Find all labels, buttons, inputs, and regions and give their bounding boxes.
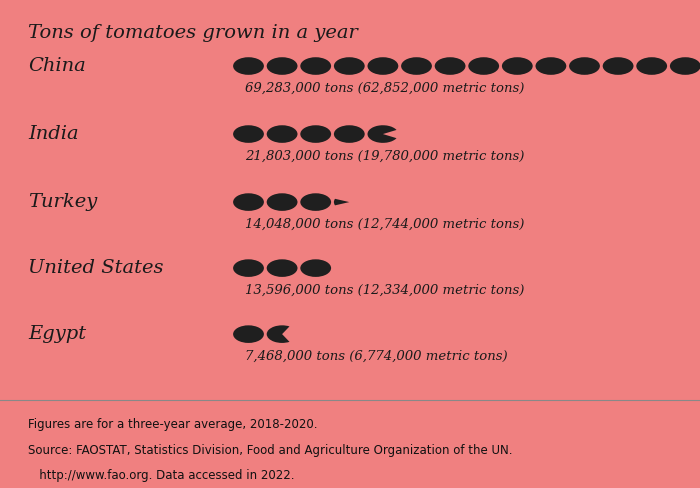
Text: 21,803,000 tons (19,780,000 metric tons): 21,803,000 tons (19,780,000 metric tons) <box>245 150 524 163</box>
Circle shape <box>334 57 365 75</box>
Text: Egypt: Egypt <box>28 325 86 343</box>
Circle shape <box>233 193 264 211</box>
Circle shape <box>435 57 466 75</box>
Text: http://www.fao.org. Data accessed in 2022.: http://www.fao.org. Data accessed in 202… <box>28 468 295 482</box>
Text: India: India <box>28 125 78 143</box>
Circle shape <box>536 57 566 75</box>
Circle shape <box>502 57 533 75</box>
Circle shape <box>233 259 264 277</box>
Text: Figures are for a three-year average, 2018-2020.: Figures are for a three-year average, 20… <box>28 418 318 431</box>
Circle shape <box>401 57 432 75</box>
Circle shape <box>468 57 499 75</box>
Text: 13,596,000 tons (12,334,000 metric tons): 13,596,000 tons (12,334,000 metric tons) <box>245 284 524 297</box>
Text: United States: United States <box>28 259 164 277</box>
Circle shape <box>334 125 365 143</box>
Circle shape <box>670 57 700 75</box>
Text: 69,283,000 tons (62,852,000 metric tons): 69,283,000 tons (62,852,000 metric tons) <box>245 82 524 95</box>
Text: 14,048,000 tons (12,744,000 metric tons): 14,048,000 tons (12,744,000 metric tons) <box>245 218 524 231</box>
Text: Turkey: Turkey <box>28 193 97 211</box>
Text: 7,468,000 tons (6,774,000 metric tons): 7,468,000 tons (6,774,000 metric tons) <box>245 350 508 363</box>
Circle shape <box>603 57 634 75</box>
Circle shape <box>267 193 298 211</box>
Circle shape <box>233 57 264 75</box>
Circle shape <box>569 57 600 75</box>
Circle shape <box>368 57 398 75</box>
Wedge shape <box>368 125 396 143</box>
Circle shape <box>233 325 264 343</box>
Text: China: China <box>28 57 85 75</box>
Text: Source: FAOSTAT, Statistics Division, Food and Agriculture Organization of the U: Source: FAOSTAT, Statistics Division, Fo… <box>28 444 512 457</box>
Circle shape <box>233 125 264 143</box>
Circle shape <box>300 125 331 143</box>
Wedge shape <box>267 325 290 343</box>
Circle shape <box>636 57 667 75</box>
Circle shape <box>300 193 331 211</box>
Circle shape <box>267 57 298 75</box>
Circle shape <box>267 259 298 277</box>
Circle shape <box>300 57 331 75</box>
Circle shape <box>267 125 298 143</box>
Text: Tons of tomatoes grown in a year: Tons of tomatoes grown in a year <box>28 24 358 42</box>
Wedge shape <box>334 199 349 205</box>
Circle shape <box>300 259 331 277</box>
